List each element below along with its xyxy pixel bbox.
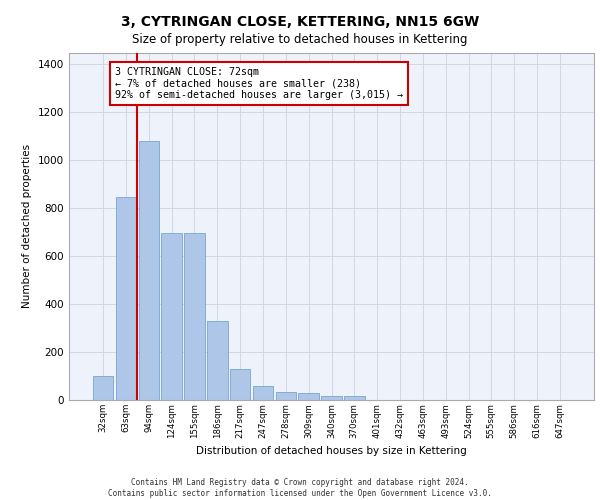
Bar [161,234,182,400]
Text: Size of property relative to detached houses in Kettering: Size of property relative to detached ho… [132,32,468,46]
Bar [298,394,319,400]
Text: 3, CYTRINGAN CLOSE, KETTERING, NN15 6GW: 3, CYTRINGAN CLOSE, KETTERING, NN15 6GW [121,15,479,29]
Y-axis label: Number of detached properties: Number of detached properties [22,144,32,308]
Bar [344,396,365,400]
Text: Contains HM Land Registry data © Crown copyright and database right 2024.
Contai: Contains HM Land Registry data © Crown c… [108,478,492,498]
Bar [230,369,250,400]
Bar [184,234,205,400]
Bar [116,198,136,400]
Bar [253,386,273,400]
Bar [275,392,296,400]
Bar [321,396,342,400]
Bar [139,141,159,400]
X-axis label: Distribution of detached houses by size in Kettering: Distribution of detached houses by size … [196,446,467,456]
Text: 3 CYTRINGAN CLOSE: 72sqm
← 7% of detached houses are smaller (238)
92% of semi-d: 3 CYTRINGAN CLOSE: 72sqm ← 7% of detache… [115,67,403,100]
Bar [93,376,113,400]
Bar [207,321,227,400]
